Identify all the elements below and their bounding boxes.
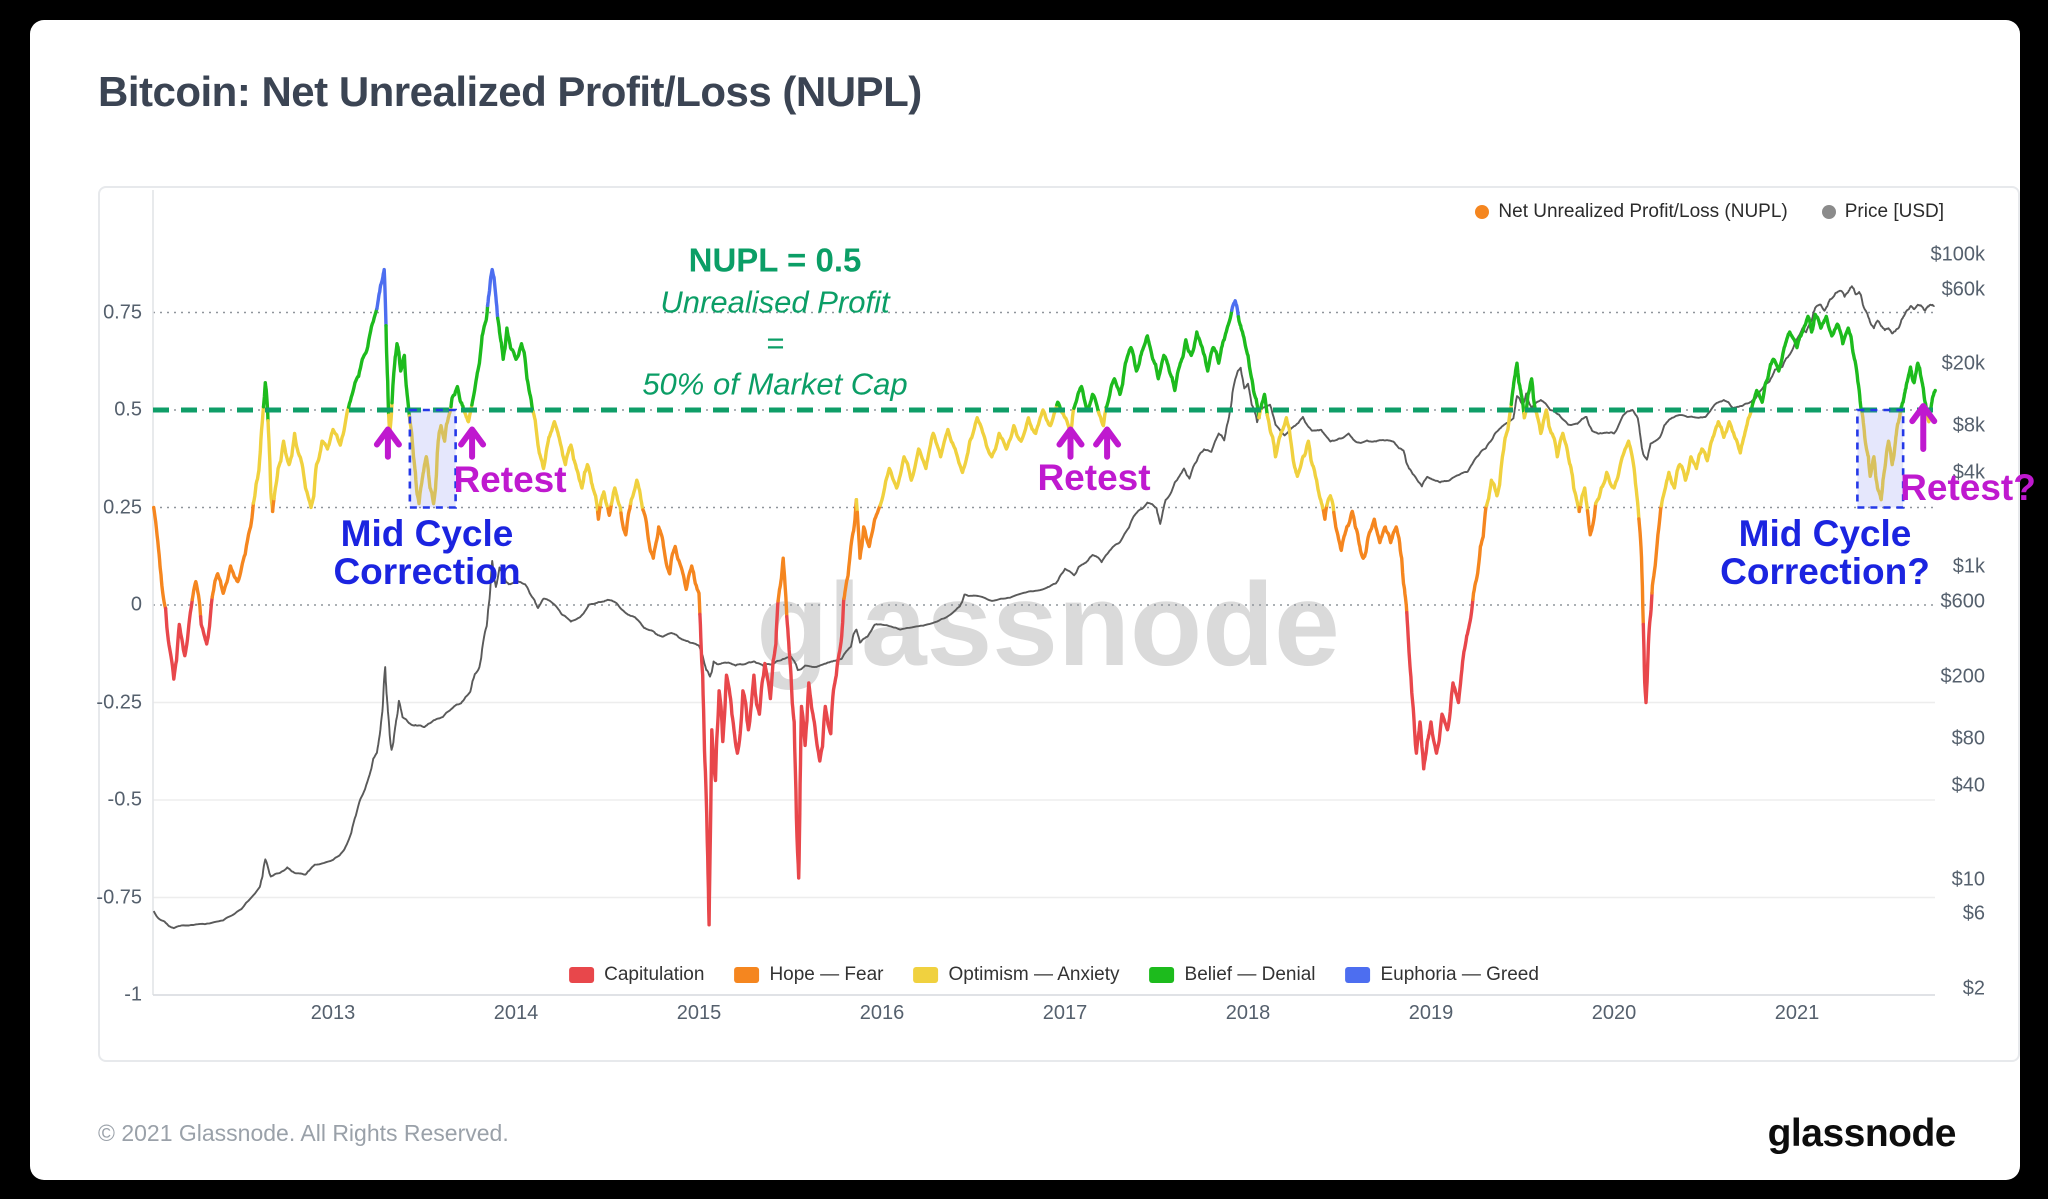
retest-label-2017: Retest [1037, 457, 1151, 498]
optimism-anxiety-swatch-icon [913, 967, 939, 983]
left-tick: 0.75 [103, 301, 142, 323]
nupl-series-dot-icon [1475, 205, 1490, 219]
left-tick: 0 [130, 593, 142, 616]
midcycle-2021-line2: Correction? [1720, 551, 1930, 592]
x-tick: 2021 [1774, 1002, 1820, 1024]
band-legend: Capitulation Hope — Fear Optimism — Anxi… [569, 964, 1539, 986]
copyright-text: © 2021 Glassnode. All Rights Reserved. [98, 1120, 509, 1146]
chart-panel [98, 186, 2020, 1062]
price-series-dot-icon [1821, 205, 1836, 219]
legend-item-nupl[interactable]: Net Unrealized Profit/Loss (NUPL) [1475, 201, 1788, 223]
nupl-chart: glassnode [152, 190, 1938, 996]
midcycle-label-2013: Mid Cycle Correction [333, 515, 520, 591]
right-tick: $200 [1940, 665, 1986, 688]
midcycle-2013-line2: Correction [333, 551, 521, 592]
nupl-05-line2: Unrealised Profit [660, 284, 890, 320]
right-tick: $4k [1952, 461, 1985, 484]
band-label-capitulation: Capitulation [604, 964, 705, 985]
x-tick: 2017 [1042, 1002, 1088, 1024]
nupl-05-line3: = [765, 325, 785, 361]
x-tick: 2016 [859, 1002, 905, 1024]
midcycle-2021-line1: Mid Cycle [1738, 513, 1912, 554]
series-legend: Net Unrealized Profit/Loss (NUPL) Price … [1475, 201, 1944, 223]
x-tick: 2015 [676, 1002, 722, 1024]
right-tick: $20k [1941, 352, 1985, 375]
retest-label-2013: Retest [453, 459, 567, 500]
x-tick: 2013 [310, 1002, 356, 1024]
x-tick: 2014 [493, 1002, 539, 1024]
band-label-euphoria-greed: Euphoria — Greed [1380, 964, 1539, 985]
left-tick: 0.25 [103, 496, 142, 518]
glassnode-logo: glassnode [1767, 1112, 1957, 1155]
right-tick: $6 [1962, 902, 1985, 925]
svg-text:glassnode: glassnode [756, 559, 1340, 691]
x-tick: 2020 [1591, 1002, 1637, 1024]
right-tick: $60k [1941, 278, 1985, 301]
capitulation-swatch-icon [569, 967, 595, 983]
hope-fear-swatch-icon [734, 967, 760, 983]
right-tick: $8k [1952, 414, 1985, 437]
right-tick: $80 [1951, 727, 1985, 750]
x-tick: 2018 [1225, 1002, 1271, 1024]
page-title: Bitcoin: Net Unrealized Profit/Loss (NUP… [98, 68, 922, 115]
right-tick: $600 [1940, 590, 1986, 613]
midcycle-label-2021: Mid Cycle Correction? [1720, 515, 1930, 591]
right-tick: $10 [1951, 868, 1985, 891]
legend-label-price: Price [USD] [1844, 201, 1944, 222]
band-label-hope-fear: Hope — Fear [769, 964, 884, 985]
legend-label-nupl: Net Unrealized Profit/Loss (NUPL) [1498, 201, 1788, 222]
right-tick: $1k [1952, 555, 1985, 578]
x-tick: 2019 [1408, 1002, 1454, 1024]
belief-denial-swatch-icon [1149, 967, 1175, 983]
right-tick: $40 [1951, 774, 1985, 797]
left-tick: -0.75 [96, 886, 142, 908]
band-label-optimism-anxiety: Optimism — Anxiety [948, 964, 1120, 985]
right-tick: $100k [1930, 243, 1986, 266]
chart-card: Bitcoin: Net Unrealized Profit/Loss (NUP… [30, 20, 2036, 1180]
midcycle-2013-line1: Mid Cycle [340, 513, 514, 554]
retest-label-2021: Retest? [1900, 467, 2036, 508]
band-item-belief-denial[interactable]: Belief — Denial [1149, 964, 1316, 986]
left-tick: 0.5 [114, 398, 142, 421]
euphoria-greed-swatch-icon [1345, 967, 1371, 983]
band-item-optimism-anxiety[interactable]: Optimism — Anxiety [913, 964, 1120, 986]
legend-item-price[interactable]: Price [USD] [1821, 201, 1944, 223]
band-label-belief-denial: Belief — Denial [1184, 964, 1316, 985]
left-tick: -0.5 [107, 788, 142, 811]
band-item-capitulation[interactable]: Capitulation [569, 964, 704, 986]
nupl-05-line4: 50% of Market Cap [642, 366, 908, 402]
right-tick: $2 [1962, 977, 1985, 1000]
nupl-05-annotation: NUPL = 0.5 Unrealised Profit = 50% of Ma… [642, 242, 907, 403]
band-item-hope-fear[interactable]: Hope — Fear [734, 964, 883, 986]
left-tick: -0.25 [96, 691, 142, 713]
nupl-05-line1: NUPL = 0.5 [688, 241, 862, 279]
band-item-euphoria-greed[interactable]: Euphoria — Greed [1345, 964, 1539, 986]
left-tick: -1 [124, 983, 142, 1006]
